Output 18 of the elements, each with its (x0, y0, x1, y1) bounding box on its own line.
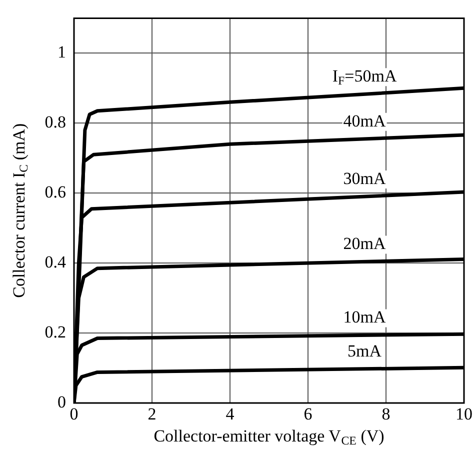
y-tick-label: 0.4 (44, 252, 66, 272)
y-tick-label: 1 (58, 42, 66, 62)
x-tick-label: 10 (456, 404, 472, 424)
series-label: 30mA (343, 169, 387, 188)
series-label: 5mA (348, 341, 382, 360)
series-label: 20mA (343, 234, 387, 254)
x-tick-label: 2 (148, 404, 156, 424)
y-axis-title: Collector current IC (mA) (9, 123, 30, 298)
y-tick-label: 0.8 (44, 112, 66, 132)
series-label: 40mA (343, 111, 387, 130)
x-tick-label: 0 (70, 404, 78, 424)
x-tick-label: 6 (304, 404, 312, 424)
y-tick-label: 0.2 (44, 322, 66, 342)
y-tick-label: 0.6 (44, 182, 66, 202)
x-tick-label: 4 (226, 404, 235, 424)
x-tick-label: 8 (382, 404, 390, 424)
y-tick-label: 0 (58, 392, 66, 412)
series-label: 10mA (343, 308, 387, 327)
